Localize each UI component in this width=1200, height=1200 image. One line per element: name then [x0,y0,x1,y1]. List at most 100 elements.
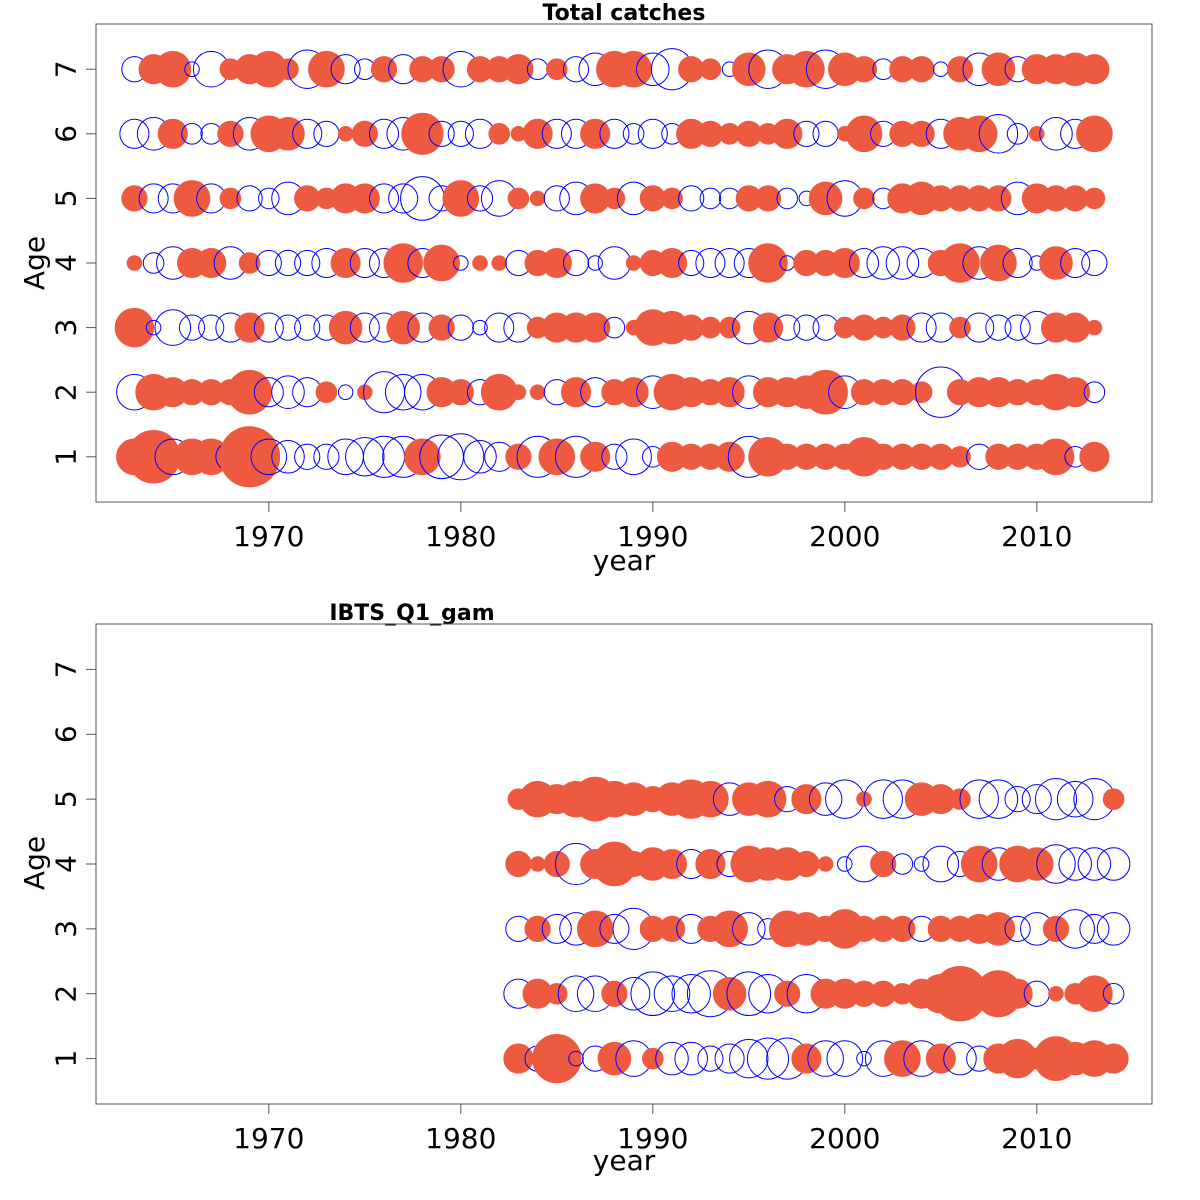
positive-residual-bubble [1039,246,1073,280]
positive-residual-bubble [227,369,272,415]
positive-residual-bubble [699,316,722,339]
positive-residual-bubble [580,441,611,472]
negative-residual-bubble [388,183,419,214]
negative-residual-bubble [959,779,999,819]
x-axis-label: year [593,544,656,577]
negative-residual-bubble [198,314,225,341]
negative-residual-bubble [184,61,200,77]
negative-residual-bubble [345,437,385,477]
negative-residual-bubble [678,249,705,277]
positive-residual-bubble [522,118,553,149]
negative-residual-bubble [891,853,914,875]
negative-residual-bubble [349,312,380,343]
y-tick-label: 1 [50,448,83,466]
negative-residual-bubble [236,185,263,212]
positive-residual-bubble [1076,115,1113,153]
positive-residual-bubble [692,780,729,818]
positive-residual-bubble [910,381,933,403]
negative-residual-bubble [1034,778,1078,821]
positive-residual-bubble [505,850,532,878]
negative-residual-bubble [541,913,572,944]
negative-residual-bubble [1039,117,1073,151]
positive-residual-bubble [850,56,878,83]
positive-residual-bubble [401,112,444,155]
negative-residual-bubble [313,120,340,147]
negative-residual-bubble [181,123,203,145]
positive-residual-bubble [154,50,192,88]
x-tick-label: 1970 [233,1122,304,1155]
negative-residual-bubble [885,246,920,280]
y-tick-label: 3 [50,319,83,337]
positive-residual-bubble [695,848,726,880]
positive-residual-bubble [560,377,592,408]
negative-residual-bubble [255,249,282,277]
positive-residual-bubble [219,187,242,210]
positive-residual-bubble [714,441,745,472]
positive-residual-bubble [308,50,345,88]
negative-residual-bubble [695,247,726,279]
positive-residual-bubble [503,54,534,85]
positive-residual-bubble [981,52,1016,86]
negative-residual-bubble [856,1050,872,1067]
x-tick-label: 1980 [425,520,496,553]
negative-residual-bubble [729,1038,769,1079]
negative-residual-bubble [587,255,603,271]
positive-residual-bubble [714,377,745,408]
negative-residual-bubble [943,1041,977,1076]
positive-residual-bubble [173,180,211,217]
negative-residual-bubble [793,314,820,341]
positive-residual-bubble [315,381,338,403]
positive-residual-bubble [618,377,649,408]
negative-residual-bubble [807,1040,844,1077]
positive-residual-bubble [1002,978,1033,1009]
positive-residual-bubble [661,187,683,210]
x-axis-label: year [593,1144,656,1177]
positive-residual-bubble [538,438,576,476]
negative-residual-bubble [622,123,645,145]
negative-residual-bubble [154,309,192,346]
y-tick-label: 5 [50,189,83,207]
positive-residual-bubble [1048,985,1064,1002]
negative-residual-bubble [453,255,469,271]
y-axis-label: Age [18,836,51,890]
positive-residual-bubble [472,255,488,271]
positive-residual-bubble [791,784,822,815]
positive-residual-bubble [853,187,875,210]
negative-residual-bubble [313,443,340,470]
y-tick-label: 3 [50,920,83,938]
positive-residual-bubble [712,976,747,1011]
negative-residual-bubble [1004,915,1031,942]
positive-residual-bubble [423,244,460,282]
positive-residual-bubble [546,58,568,81]
negative-residual-bubble [906,312,937,343]
y-tick-label: 4 [50,855,83,873]
positive-residual-bubble [1086,319,1103,336]
positive-residual-bubble [884,1040,921,1077]
negative-residual-bubble [1081,249,1108,277]
positive-residual-bubble [491,255,507,271]
y-axis-label: Age [18,236,51,290]
panel-title: Total catches [543,1,706,26]
positive-residual-bubble [505,443,532,470]
negative-residual-bubble [349,247,380,279]
negative-residual-bubble [597,246,632,280]
positive-residual-bubble [121,185,148,212]
positive-residual-bubble [925,1043,956,1074]
positive-residual-bubble [196,247,227,279]
positive-residual-bubble [808,181,843,216]
positive-residual-bubble [908,56,935,83]
panel-title: IBTS_Q1_gam [329,601,494,626]
positive-residual-bubble [219,426,281,488]
negative-residual-bubble [714,247,745,279]
positive-residual-bubble [386,310,420,345]
negative-residual-bubble [826,1040,864,1077]
positive-residual-bubble [447,379,474,406]
negative-residual-bubble [776,187,798,210]
negative-residual-bubble [447,314,474,341]
negative-residual-bubble [1077,847,1112,881]
positive-residual-bubble [699,58,722,81]
y-tick-label: 4 [50,254,83,272]
positive-residual-bubble [503,1043,534,1074]
negative-residual-bubble [437,433,485,481]
positive-residual-bubble [546,982,568,1005]
